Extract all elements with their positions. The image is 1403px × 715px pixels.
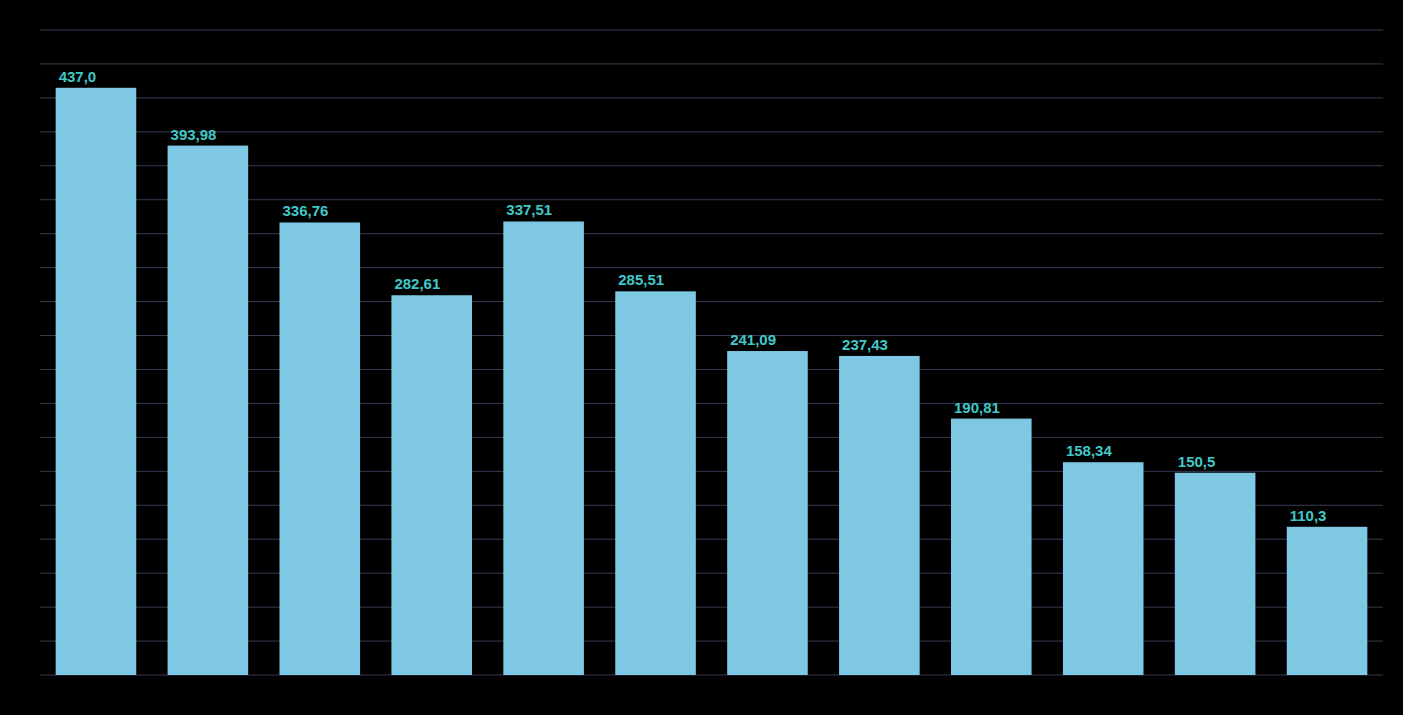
data-label: 282,61 [394,275,440,292]
data-labels: 437,0 393,98 336,76 282,61 337,51 285,51 241,0… [59,68,1327,524]
bar [1063,462,1144,675]
data-label: 285,51 [618,271,664,288]
bar [168,146,249,675]
bar [615,291,696,675]
grid-line [40,30,1383,31]
bar [56,88,137,675]
page: {"chart_data": {"type": "bar", "categori… [0,0,1403,715]
data-label: 237,43 [842,336,888,353]
bar [503,221,584,675]
bar [839,356,920,675]
chart-container: 437,0 393,98 336,76 282,61 337,51 285,51 241,0… [0,0,1403,715]
grid-line [40,131,1383,132]
grid [40,30,1383,675]
data-label: 337,51 [506,201,552,218]
bar [951,419,1032,675]
grid-line [40,63,1383,64]
bar [1287,527,1368,675]
bar [1175,473,1256,675]
data-label: 241,09 [730,331,776,348]
data-label: 150,5 [1178,453,1216,470]
data-label: 393,98 [171,126,217,143]
background [0,0,1403,715]
data-label: 158,34 [1066,442,1113,459]
bar [727,351,808,675]
data-label: 110,3 [1290,507,1327,524]
bar [280,222,361,675]
grid-line [40,97,1383,98]
data-label: 190,81 [954,399,1000,416]
data-label: 336,76 [283,202,329,219]
bars [56,88,1368,675]
data-label: 437,0 [59,68,97,85]
chart-svg: 437,0 393,98 336,76 282,61 337,51 285,51 241,0… [0,0,1403,715]
bar [391,295,472,675]
